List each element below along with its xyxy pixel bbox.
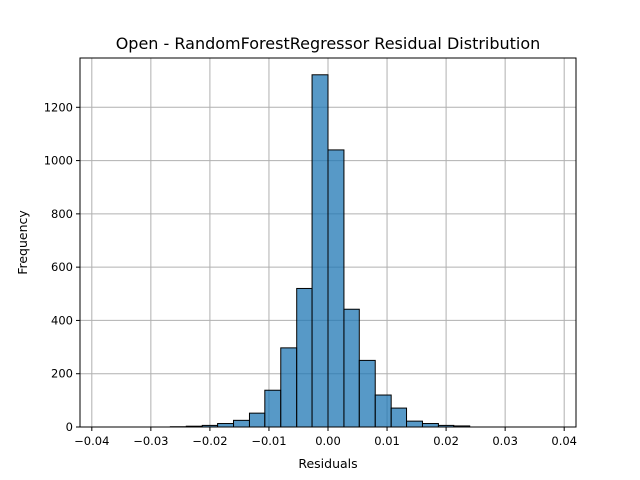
x-tick-label: −0.01 — [251, 434, 286, 448]
y-tick-label: 400 — [51, 313, 73, 327]
x-axis-ticks: −0.04 −0.03 −0.02 −0.01 0.00 0.01 0.02 0.03 0.04 — [74, 427, 577, 448]
histogram-bar — [358, 359, 376, 428]
histogram-bar — [421, 423, 439, 428]
x-axis-label: Residuals — [298, 456, 357, 471]
histogram-bar — [248, 412, 266, 428]
histogram-bar — [233, 419, 250, 428]
histogram-bar — [343, 308, 360, 428]
histogram-bar — [280, 347, 298, 428]
histogram-bar — [311, 74, 329, 428]
x-tick-label: 0.03 — [492, 434, 518, 448]
histogram-bar — [374, 394, 392, 428]
histogram-bar — [390, 407, 408, 428]
histogram-bar — [264, 389, 282, 428]
histogram-bars — [169, 74, 471, 428]
x-tick-label: −0.04 — [74, 434, 109, 448]
y-tick-label: 0 — [66, 420, 73, 434]
y-axis-ticks: 0 200 400 600 800 1000 1200 — [44, 100, 80, 434]
histogram-bar — [327, 149, 345, 428]
x-tick-label: 0.04 — [551, 434, 577, 448]
histogram-bar — [217, 423, 235, 428]
y-tick-label: 800 — [51, 207, 73, 221]
x-tick-label: −0.02 — [192, 434, 227, 448]
x-tick-label: 0.01 — [374, 434, 400, 448]
y-tick-label: 1200 — [44, 100, 73, 114]
x-tick-label: −0.03 — [133, 434, 168, 448]
y-tick-label: 1000 — [44, 154, 73, 168]
y-axis-label: Frequency — [15, 210, 30, 275]
chart-title: Open - RandomForestRegressor Residual Di… — [116, 34, 541, 53]
x-tick-label: 0.00 — [315, 434, 341, 448]
y-tick-label: 200 — [51, 367, 73, 381]
histogram-bar — [296, 287, 313, 428]
x-tick-label: 0.02 — [433, 434, 459, 448]
histogram-bar — [406, 420, 423, 428]
y-tick-label: 600 — [51, 260, 73, 274]
